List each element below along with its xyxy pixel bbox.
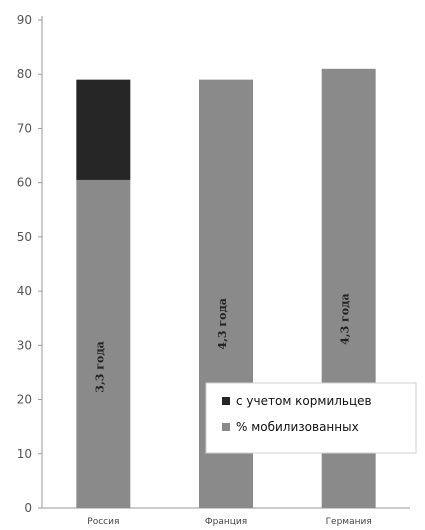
y-tick-label: 90	[17, 13, 32, 27]
y-tick-label: 10	[17, 447, 32, 461]
x-category-label: Германия	[326, 517, 372, 527]
bar-value-label: 3,3 года	[93, 341, 106, 393]
y-tick-label: 60	[17, 176, 32, 190]
bar-value-label: 4,3 года	[339, 293, 352, 345]
y-tick-label: 50	[17, 230, 32, 244]
x-category-label: Франция	[205, 517, 247, 527]
legend-swatch	[222, 423, 230, 431]
chart-bar-labels: 3,3 года 4,3 года 4,3 года	[93, 293, 351, 392]
legend-box	[205, 382, 417, 454]
bar-value-label: 4,3 года	[216, 298, 229, 350]
y-tick-label: 70	[17, 121, 32, 135]
bar-segment	[76, 179, 131, 508]
y-tick-label: 0	[24, 501, 32, 515]
bar-segment	[76, 79, 131, 180]
legend-entry: % мобилизованных	[236, 420, 359, 434]
y-tick-label: 40	[17, 284, 32, 298]
legend-entry: с учетом кормильцев	[236, 394, 372, 408]
y-tick-label: 80	[17, 67, 32, 81]
chart-axes: 0 10 20 30 40 50 60 70 80 90 Россия Франция Германия	[17, 13, 410, 527]
chart-legend: с учетом кормильцев % мобилизованных	[205, 382, 417, 454]
y-tick-label: 20	[17, 393, 32, 407]
y-tick-label: 30	[17, 338, 32, 352]
legend-swatch	[222, 397, 230, 405]
x-category-label: Россия	[87, 517, 119, 527]
